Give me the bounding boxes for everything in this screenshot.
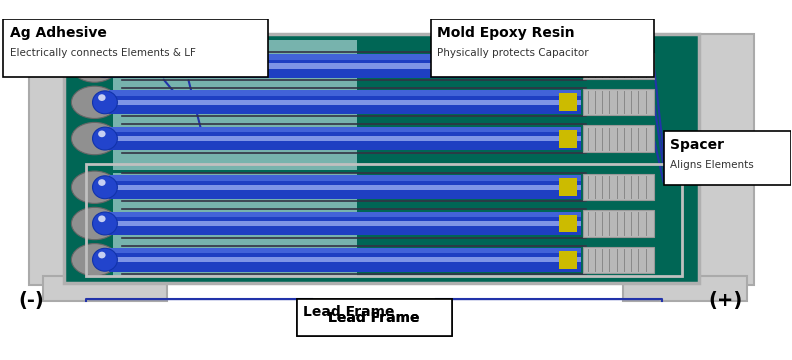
FancyBboxPatch shape — [109, 54, 581, 59]
FancyBboxPatch shape — [109, 90, 581, 114]
FancyBboxPatch shape — [29, 34, 86, 285]
FancyBboxPatch shape — [296, 299, 452, 336]
FancyBboxPatch shape — [109, 100, 581, 105]
FancyBboxPatch shape — [558, 178, 577, 196]
Text: (-): (-) — [18, 291, 44, 310]
FancyBboxPatch shape — [584, 247, 654, 273]
Text: Lead Frame: Lead Frame — [329, 311, 420, 325]
Ellipse shape — [98, 130, 105, 137]
FancyBboxPatch shape — [113, 40, 356, 170]
FancyBboxPatch shape — [296, 299, 452, 336]
Text: Ag Adhesive: Ag Adhesive — [10, 26, 107, 40]
Ellipse shape — [93, 176, 117, 199]
Text: Electrically connects Elements & LF: Electrically connects Elements & LF — [10, 49, 196, 58]
FancyBboxPatch shape — [584, 174, 654, 201]
Ellipse shape — [93, 248, 117, 271]
Ellipse shape — [93, 91, 117, 114]
Text: Spacer: Spacer — [671, 138, 725, 152]
FancyBboxPatch shape — [558, 93, 577, 111]
Ellipse shape — [71, 86, 118, 118]
FancyBboxPatch shape — [109, 257, 581, 262]
FancyBboxPatch shape — [109, 185, 581, 190]
FancyBboxPatch shape — [109, 212, 581, 235]
FancyBboxPatch shape — [584, 89, 654, 116]
Text: Lead Frame: Lead Frame — [329, 311, 420, 325]
FancyBboxPatch shape — [109, 221, 581, 226]
Ellipse shape — [93, 212, 117, 235]
Ellipse shape — [93, 55, 117, 77]
FancyBboxPatch shape — [109, 127, 581, 132]
FancyBboxPatch shape — [63, 34, 699, 283]
FancyBboxPatch shape — [558, 130, 577, 148]
Text: Physically protects Capacitor: Physically protects Capacitor — [437, 49, 589, 58]
FancyBboxPatch shape — [109, 127, 581, 150]
Text: Aligns Elements: Aligns Elements — [671, 160, 754, 170]
Ellipse shape — [71, 244, 118, 276]
Ellipse shape — [71, 171, 118, 203]
Ellipse shape — [71, 50, 118, 82]
Ellipse shape — [98, 215, 105, 222]
FancyBboxPatch shape — [558, 215, 577, 233]
FancyBboxPatch shape — [109, 175, 581, 181]
FancyBboxPatch shape — [109, 248, 581, 272]
FancyBboxPatch shape — [109, 90, 581, 96]
Text: Mold Epoxy Resin: Mold Epoxy Resin — [437, 26, 575, 40]
FancyBboxPatch shape — [558, 251, 577, 269]
Ellipse shape — [98, 179, 105, 186]
FancyBboxPatch shape — [109, 248, 581, 253]
FancyBboxPatch shape — [558, 57, 577, 75]
FancyBboxPatch shape — [431, 19, 654, 77]
Ellipse shape — [98, 58, 105, 65]
FancyBboxPatch shape — [584, 126, 654, 152]
FancyBboxPatch shape — [3, 19, 268, 77]
FancyBboxPatch shape — [109, 136, 581, 141]
Ellipse shape — [71, 122, 118, 155]
FancyBboxPatch shape — [698, 34, 754, 285]
Ellipse shape — [98, 94, 105, 101]
FancyBboxPatch shape — [109, 212, 581, 217]
FancyBboxPatch shape — [109, 175, 581, 199]
FancyBboxPatch shape — [623, 276, 747, 301]
FancyBboxPatch shape — [109, 54, 581, 78]
Ellipse shape — [71, 207, 118, 240]
Ellipse shape — [98, 252, 105, 258]
FancyBboxPatch shape — [43, 276, 167, 301]
FancyBboxPatch shape — [664, 131, 790, 185]
Text: Lead Frame: Lead Frame — [303, 305, 394, 319]
Text: (+): (+) — [709, 291, 743, 310]
FancyBboxPatch shape — [109, 63, 581, 69]
FancyBboxPatch shape — [584, 210, 654, 237]
FancyBboxPatch shape — [113, 173, 356, 276]
FancyBboxPatch shape — [584, 53, 654, 79]
Ellipse shape — [93, 127, 117, 150]
